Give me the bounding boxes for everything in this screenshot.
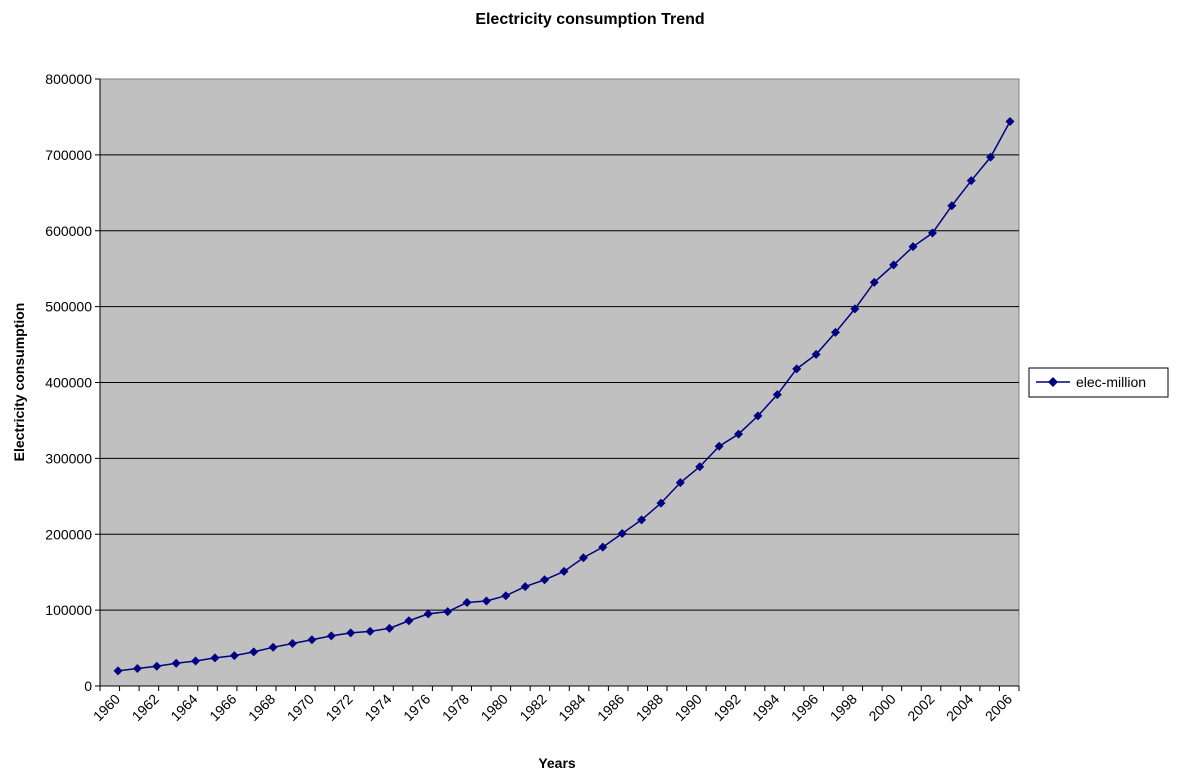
data-point [288, 639, 298, 649]
x-tick-label: 1990 [672, 691, 705, 724]
data-point [850, 304, 860, 314]
y-tick-label: 400000 [45, 375, 92, 391]
data-point [113, 666, 123, 676]
data-point [889, 260, 899, 270]
data-point [132, 664, 142, 674]
data-point [191, 656, 201, 666]
x-tick-label: 2000 [865, 691, 898, 724]
x-tick-label: 2006 [982, 691, 1015, 724]
data-point [249, 647, 259, 657]
y-tick-label: 300000 [45, 450, 92, 466]
legend-marker [1048, 377, 1058, 387]
y-tick-label: 500000 [45, 299, 92, 315]
data-point [462, 598, 472, 608]
data-point [656, 498, 666, 508]
x-axis-ticks: 1960 1962 1964 1966 1968 1970 1972 1974 1976 1978… [90, 686, 1020, 724]
data-point [384, 623, 394, 633]
x-axis-title: Years [538, 755, 576, 771]
data-point [326, 631, 336, 641]
data-point [637, 515, 647, 525]
y-tick-label: 100000 [45, 602, 92, 618]
data-point [423, 609, 433, 619]
legend-label: elec-million [1076, 374, 1146, 390]
data-point [481, 596, 491, 606]
x-tick-label: 1962 [129, 691, 162, 724]
data-point [869, 277, 879, 287]
data-point [520, 582, 530, 592]
data-point [152, 661, 162, 671]
x-tick-label: 1998 [827, 691, 860, 724]
x-tick-label: 1970 [284, 691, 317, 724]
y-axis-title: Electricity consumption [11, 303, 27, 462]
x-tick-label: 1968 [245, 691, 278, 724]
y-tick-label: 700000 [45, 147, 92, 163]
chart-title: Electricity consumption Trend [475, 11, 704, 28]
legend: elec-million [1028, 367, 1169, 398]
x-tick-label: 1992 [710, 691, 743, 724]
data-point [578, 553, 588, 563]
data-point [908, 242, 918, 252]
data-point [986, 152, 996, 162]
y-tick-label: 0 [84, 678, 92, 694]
series-layer [113, 116, 1015, 676]
data-point [229, 651, 239, 661]
data-point [268, 642, 278, 652]
x-tick-label: 1984 [555, 691, 588, 724]
x-tick-label: 1994 [749, 691, 782, 724]
gridlines [100, 154, 1019, 611]
x-tick-label: 1974 [361, 691, 394, 724]
data-point [772, 390, 782, 400]
x-tick-label: 1982 [516, 691, 549, 724]
data-point [734, 429, 744, 439]
y-axis-ticks: 0 100000 200000 300000 400000 500000 600000 700… [45, 71, 100, 694]
data-point [307, 635, 317, 645]
data-point [540, 575, 550, 585]
x-tick-label: 1980 [478, 691, 511, 724]
data-point [792, 364, 802, 374]
data-point [830, 327, 840, 337]
data-point [598, 542, 608, 552]
x-tick-label: 2002 [904, 691, 937, 724]
data-point [501, 591, 511, 601]
data-point [966, 176, 976, 186]
data-point [714, 441, 724, 451]
x-tick-label: 2004 [943, 691, 976, 724]
data-point [171, 658, 181, 668]
data-point [811, 349, 821, 359]
data-point [365, 626, 375, 636]
x-tick-label: 1976 [400, 691, 433, 724]
data-point [617, 528, 627, 538]
y-tick-label: 600000 [45, 223, 92, 239]
data-point [210, 653, 220, 663]
x-tick-label: 1972 [322, 691, 355, 724]
y-tick-label: 800000 [45, 71, 92, 87]
x-tick-label: 1978 [439, 691, 472, 724]
y-tick-label: 200000 [45, 526, 92, 542]
data-point [559, 566, 569, 576]
x-tick-label: 1966 [206, 691, 239, 724]
x-tick-label: 1988 [633, 691, 666, 724]
x-tick-label: 1960 [90, 691, 123, 724]
data-point [404, 616, 414, 626]
data-point [346, 628, 356, 638]
data-point [675, 478, 685, 488]
x-tick-label: 1986 [594, 691, 627, 724]
data-point [753, 411, 763, 421]
x-tick-label: 1996 [788, 691, 821, 724]
data-point [1005, 116, 1015, 126]
data-point [443, 607, 453, 617]
data-point [947, 201, 957, 211]
data-point [695, 462, 705, 472]
x-tick-label: 1964 [167, 691, 200, 724]
data-point [927, 228, 937, 238]
